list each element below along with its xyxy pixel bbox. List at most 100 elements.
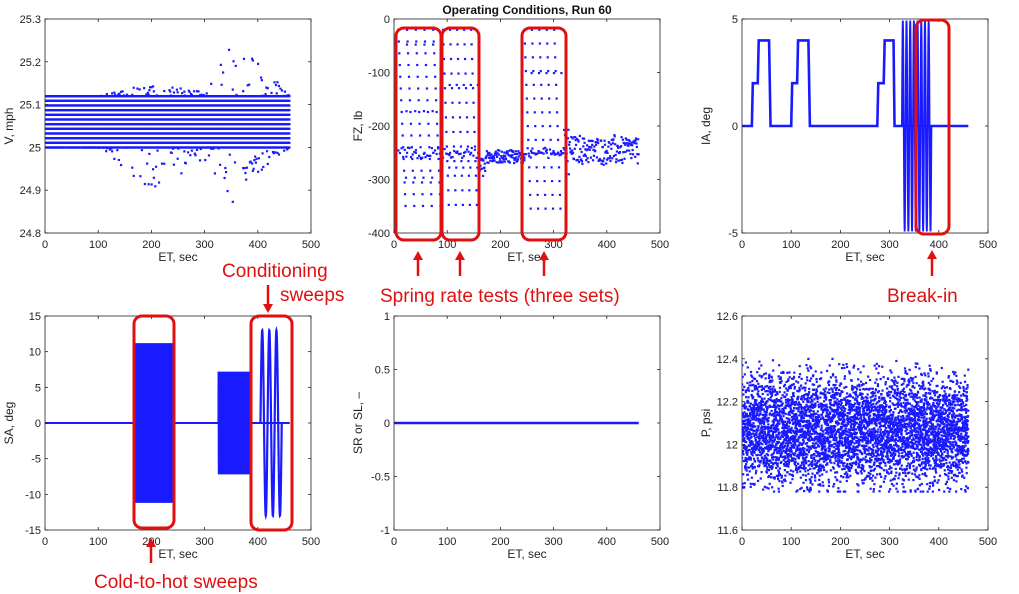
- data-point: [277, 153, 281, 156]
- data-point: [407, 75, 411, 78]
- x-tick-label: 400: [249, 239, 267, 251]
- data-point: [400, 99, 403, 102]
- data-point: [616, 144, 619, 147]
- data-point: [274, 151, 277, 154]
- data-point: [624, 150, 627, 154]
- data-point: [503, 151, 506, 154]
- data-point: [487, 151, 490, 155]
- data-point: [425, 75, 428, 78]
- data-point: [252, 167, 255, 170]
- data-point: [593, 145, 596, 148]
- data-point: [227, 48, 231, 51]
- data-point: [536, 152, 539, 155]
- data-point: [623, 141, 626, 145]
- data-point: [606, 151, 609, 154]
- data-point: [444, 101, 447, 104]
- data-point: [176, 157, 179, 160]
- data-point: [556, 151, 560, 154]
- data-point: [193, 152, 196, 155]
- data-point: [461, 203, 464, 206]
- data-point: [400, 147, 403, 150]
- data-point: [417, 99, 420, 102]
- data-point: [170, 151, 173, 154]
- data-point: [523, 42, 527, 45]
- data-point: [581, 137, 584, 140]
- data-point: [427, 154, 430, 157]
- data-point: [280, 89, 284, 92]
- data-point: [456, 150, 459, 153]
- data-point: [152, 176, 155, 179]
- data-point: [190, 149, 193, 152]
- data-point: [163, 162, 166, 165]
- data-point: [592, 154, 596, 157]
- data-point: [275, 92, 278, 95]
- data-point: [442, 43, 445, 46]
- data-point: [487, 156, 491, 159]
- data-point: [506, 152, 509, 155]
- data-point: [436, 146, 440, 149]
- data-point: [244, 171, 247, 175]
- data-point: [591, 159, 595, 162]
- data-point: [412, 181, 415, 184]
- data-point: [558, 154, 561, 157]
- data-point: [510, 156, 513, 159]
- data-point: [245, 178, 248, 181]
- data-point: [436, 134, 439, 137]
- data-point: [467, 150, 470, 153]
- data-point: [160, 162, 164, 165]
- data-point: [462, 166, 465, 169]
- y-tick-label: -100: [368, 68, 390, 80]
- data-point: [431, 176, 434, 179]
- data-point: [408, 87, 411, 90]
- data-point: [152, 90, 155, 93]
- data-point: [598, 157, 601, 161]
- data-point: [410, 146, 413, 149]
- data-point: [580, 158, 583, 161]
- data-point: [459, 145, 463, 148]
- data-point: [548, 148, 552, 151]
- data-point: [475, 203, 478, 206]
- data-point: [635, 145, 639, 149]
- data-point: [582, 145, 585, 148]
- data-point: [482, 159, 485, 162]
- data-point: [508, 161, 511, 164]
- data-point: [210, 82, 213, 85]
- data-point: [461, 189, 464, 192]
- data-point: [538, 28, 541, 31]
- data-point: [242, 166, 245, 170]
- data-point: [257, 170, 260, 173]
- data-point: [463, 57, 467, 61]
- data-point: [488, 151, 491, 154]
- data-point: [560, 72, 563, 75]
- data-point: [514, 150, 517, 153]
- y-tick-label: 1: [384, 311, 390, 323]
- data-point: [498, 157, 502, 160]
- data-point: [534, 125, 537, 128]
- data-point: [271, 150, 275, 154]
- data-point: [614, 143, 617, 146]
- y-tick-label: -5: [728, 228, 738, 240]
- data-point: [400, 110, 403, 114]
- data-point: [454, 203, 457, 206]
- data-point: [538, 42, 541, 45]
- data-point: [600, 162, 603, 165]
- data-point: [631, 153, 635, 156]
- data-point: [434, 75, 437, 78]
- data-point: [414, 43, 417, 46]
- data-point: [418, 154, 421, 157]
- data-point: [145, 93, 148, 96]
- data-point: [545, 28, 548, 31]
- data-point: [485, 155, 488, 158]
- data-point: [545, 72, 548, 75]
- data-point: [259, 76, 263, 79]
- data-point: [535, 166, 538, 169]
- data-point: [585, 159, 588, 162]
- data-point: [540, 97, 543, 100]
- data-point: [630, 156, 633, 160]
- data-point: [612, 154, 616, 158]
- x-axis-label: ET, sec: [158, 547, 197, 561]
- data-point: [457, 87, 461, 90]
- data-point: [484, 169, 487, 173]
- data-point: [190, 93, 193, 97]
